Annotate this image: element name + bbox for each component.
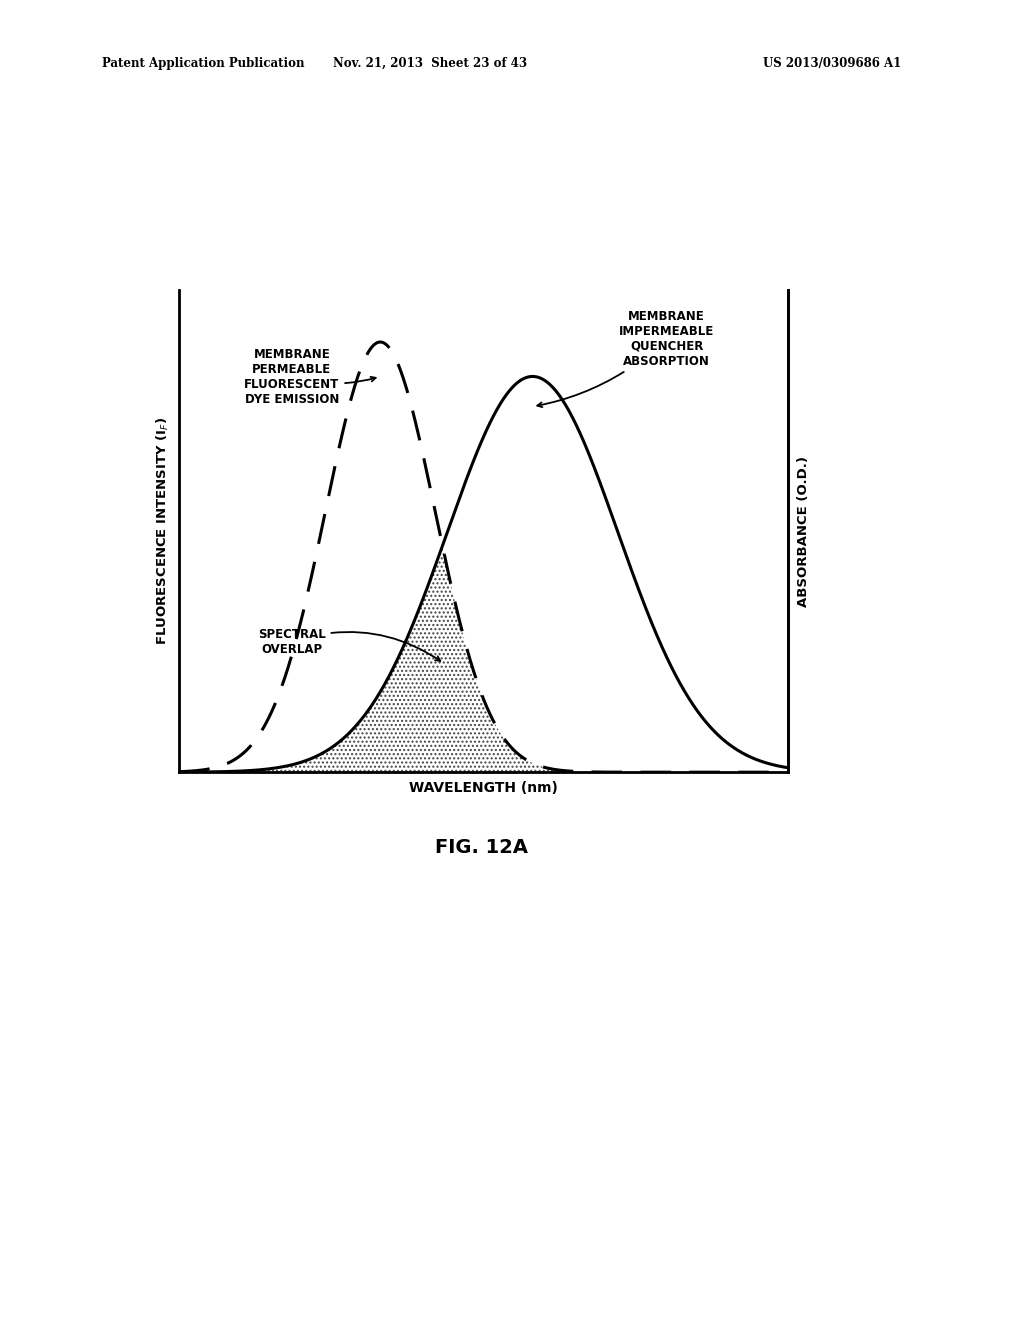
Text: SPECTRAL
OVERLAP: SPECTRAL OVERLAP (258, 627, 440, 661)
Text: MEMBRANE
PERMEABLE
FLUORESCENT
DYE EMISSION: MEMBRANE PERMEABLE FLUORESCENT DYE EMISS… (245, 348, 376, 407)
Text: FIG. 12A: FIG. 12A (435, 838, 527, 857)
X-axis label: WAVELENGTH (nm): WAVELENGTH (nm) (410, 780, 558, 795)
Text: US 2013/0309686 A1: US 2013/0309686 A1 (763, 57, 901, 70)
Text: MEMBRANE
IMPERMEABLE
QUENCHER
ABSORPTION: MEMBRANE IMPERMEABLE QUENCHER ABSORPTION (538, 310, 715, 407)
Text: Patent Application Publication: Patent Application Publication (102, 57, 305, 70)
Y-axis label: ABSORBANCE (O.D.): ABSORBANCE (O.D.) (797, 455, 810, 607)
Text: Nov. 21, 2013  Sheet 23 of 43: Nov. 21, 2013 Sheet 23 of 43 (333, 57, 527, 70)
Y-axis label: FLUORESCENCE INTENSITY (I$_F$): FLUORESCENCE INTENSITY (I$_F$) (155, 417, 171, 645)
